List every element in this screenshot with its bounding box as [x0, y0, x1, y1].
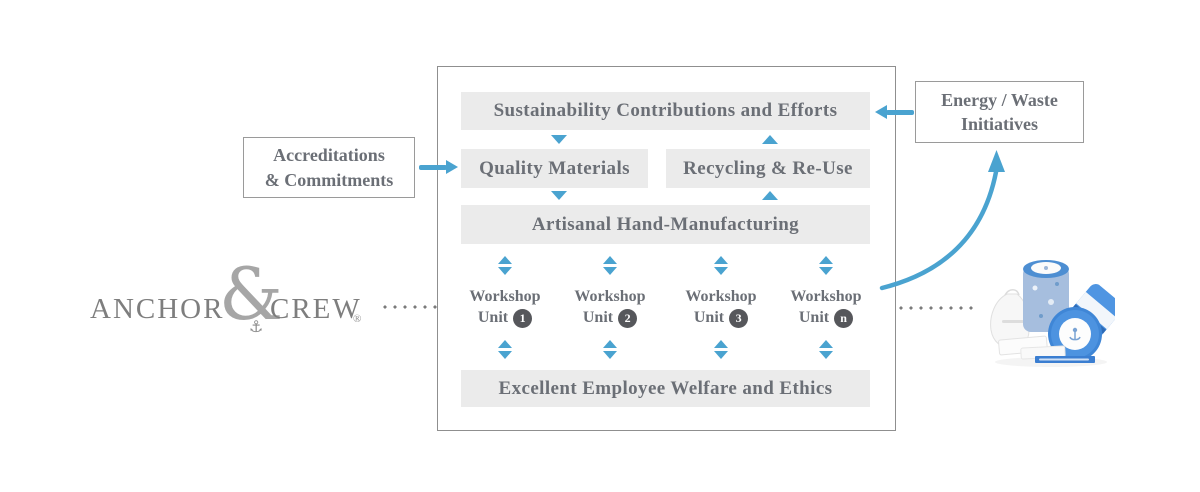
unit-label: Unit [693, 309, 725, 326]
unit-number-badge: 3 [729, 308, 749, 328]
arrow-down-icon [551, 191, 567, 200]
double-arrow-icon [714, 340, 728, 359]
double-arrow-icon [498, 256, 512, 275]
unit-label: Unit [582, 309, 614, 326]
ampersand-rope-glyph: & [219, 252, 284, 336]
workshop-unit-1: Workshop Unit 1 [457, 287, 553, 328]
arrow-up-icon [762, 135, 778, 144]
workshop-unit-3: Workshop Unit 3 [673, 287, 769, 328]
bar-sustainability: Sustainability Contributions and Efforts [461, 92, 870, 130]
product-photo [990, 260, 1115, 367]
double-arrow-icon [819, 256, 833, 275]
double-arrow-icon [714, 256, 728, 275]
double-arrow-icon [603, 256, 617, 275]
accreditations-line2: & Commitments [264, 169, 394, 190]
workshop-label: Workshop [790, 288, 862, 305]
energy-line1: Energy / Waste [941, 89, 1058, 110]
bar-quality-materials: Quality Materials [461, 149, 648, 188]
accreditations-line1: Accreditations [273, 145, 385, 166]
workshop-label: Workshop [685, 288, 757, 305]
workshop-label: Workshop [574, 288, 646, 305]
energy-line2: Initiatives [960, 114, 1038, 134]
workshop-unit-n: Workshop Unit n [778, 287, 874, 328]
workshop-unit-2: Workshop Unit 2 [562, 287, 658, 328]
unit-number-badge: 1 [513, 308, 533, 328]
brand-word-crew: CREW [270, 293, 362, 325]
dotted-connector-right [866, 306, 978, 310]
double-arrow-icon [819, 340, 833, 359]
anchor-icon: ⚓ [249, 317, 264, 336]
dotted-connector-left [380, 305, 464, 309]
unit-number-badge: 2 [618, 308, 638, 328]
double-arrow-icon [603, 340, 617, 359]
registered-mark: ® [353, 313, 362, 325]
bar-artisanal-manufacturing: Artisanal Hand-Manufacturing [461, 205, 870, 244]
accreditations-arrow-right [419, 160, 459, 175]
energy-waste-box: Energy / Waste Initiatives [915, 81, 1084, 143]
unit-label: Unit [798, 309, 830, 326]
arrow-up-icon [762, 191, 778, 200]
unit-label: Unit [477, 309, 509, 326]
brand-word-anchor: ANCHOR [90, 293, 225, 325]
accreditations-box: Accreditations & Commitments [243, 137, 415, 198]
energy-arrow-left [875, 105, 915, 120]
unit-number-badge: n [834, 308, 854, 328]
bar-employee-welfare: Excellent Employee Welfare and Ethics [461, 370, 870, 407]
double-arrow-icon [498, 340, 512, 359]
arrow-down-icon [551, 135, 567, 144]
bar-recycling-reuse: Recycling & Re-Use [666, 149, 870, 188]
workshop-label: Workshop [469, 288, 541, 305]
